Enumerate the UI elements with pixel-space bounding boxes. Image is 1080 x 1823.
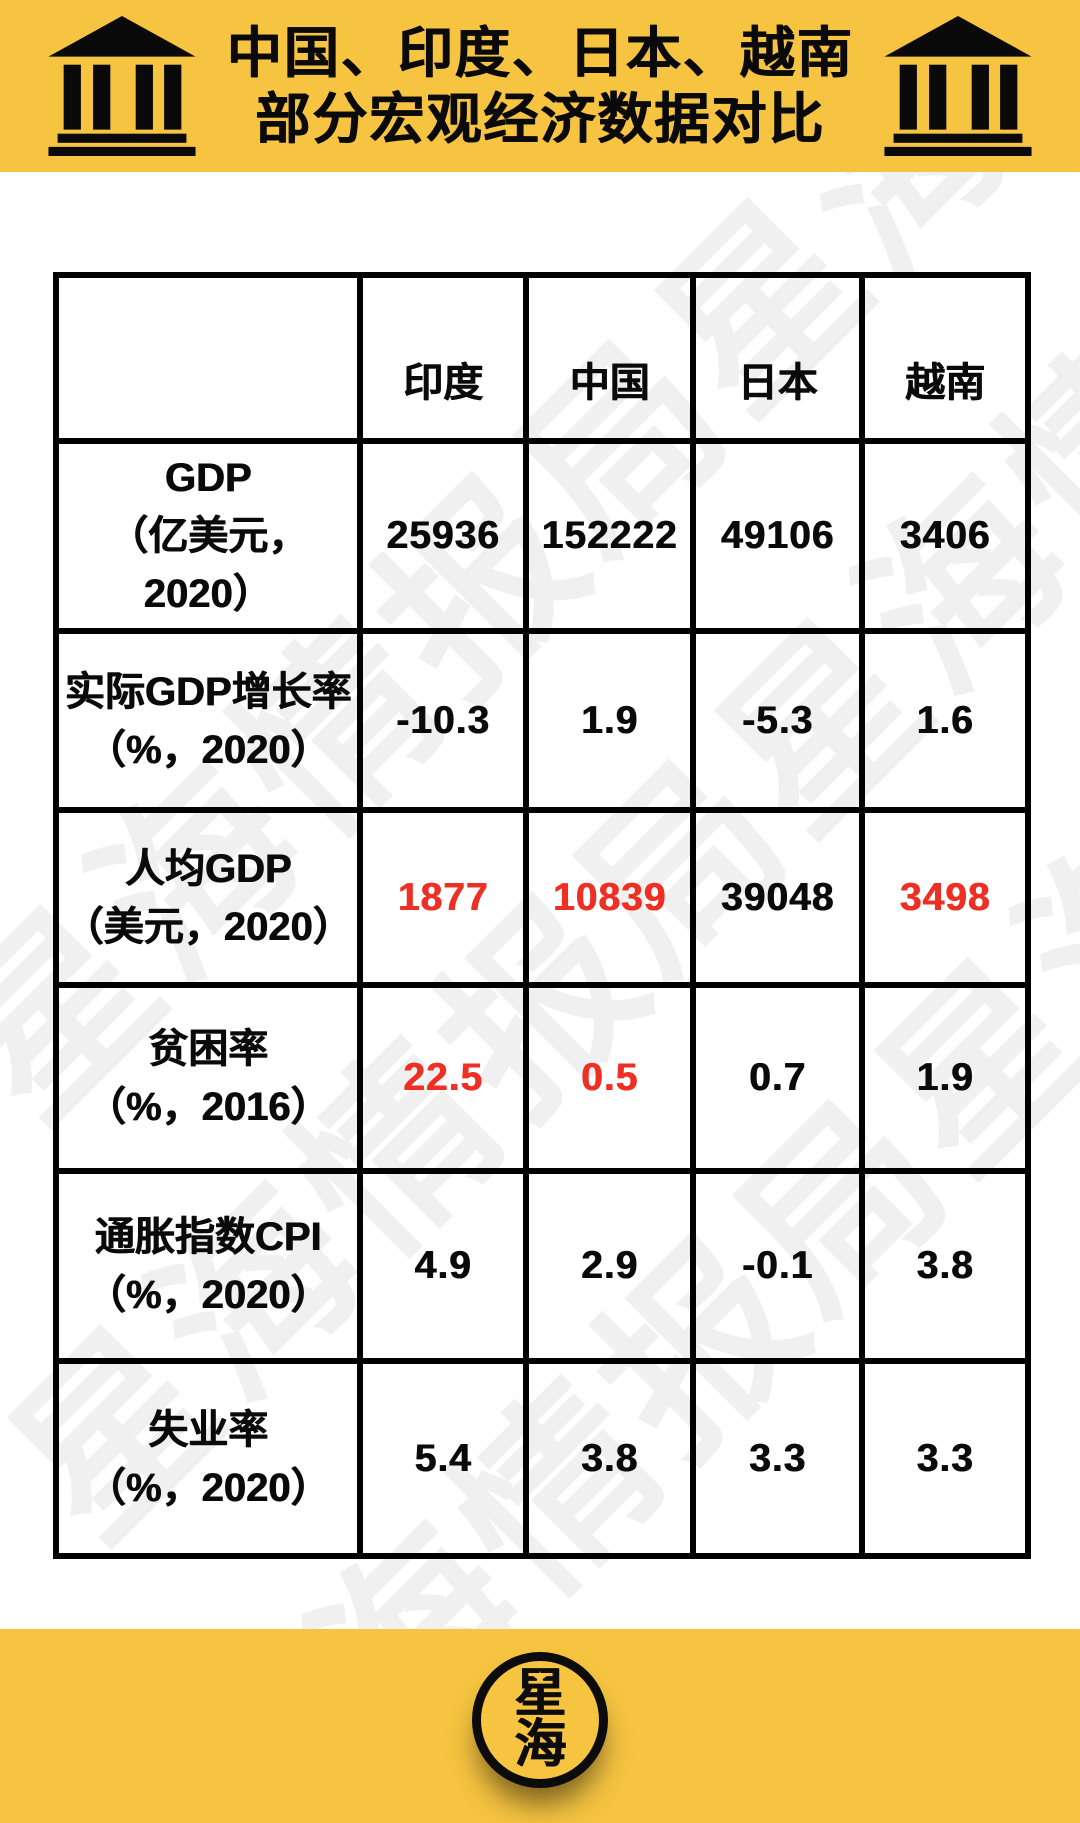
- content-area: 星海情报局星海情报局 星海情报局星海情报局 星海情报局星海情报局 印度 中国 日…: [0, 172, 1080, 1629]
- value-cell: 1.9: [523, 628, 696, 813]
- page-title: 中国、印度、日本、越南 部分宏观经济数据对比: [196, 20, 884, 152]
- col-header-japan: 日本: [690, 272, 865, 444]
- value-cell: 10839: [523, 807, 696, 988]
- value-cell: 5.4: [357, 1358, 529, 1559]
- row-label: 失业率 （%，2020）: [53, 1358, 363, 1559]
- value-cell: 0.7: [690, 982, 865, 1174]
- value-cell: 2.9: [523, 1168, 696, 1364]
- table-row-gdp: GDP （亿美元， 2020） 25936 152222 49106 3406: [53, 438, 1031, 634]
- value-cell: -10.3: [357, 628, 529, 813]
- value-cell: 1.9: [859, 982, 1031, 1174]
- table-row-unemployment: 失业率 （%，2020） 5.4 3.8 3.3 3.3: [53, 1358, 1031, 1559]
- value-cell: 39048: [690, 807, 865, 988]
- col-header-india: 印度: [357, 272, 529, 444]
- value-cell: 22.5: [357, 982, 529, 1174]
- row-label: 人均GDP （美元，2020）: [53, 807, 363, 988]
- value-cell: 152222: [523, 438, 696, 634]
- value-cell: 1.6: [859, 628, 1031, 813]
- logo-char-bottom: 海: [513, 1716, 566, 1774]
- value-cell: 3.3: [690, 1358, 865, 1559]
- comparison-table: 印度 中国 日本 越南 GDP （亿美元， 2020） 25936 152222…: [53, 272, 1031, 1559]
- page-title-line1: 中国、印度、日本、越南: [226, 22, 854, 84]
- row-label: GDP （亿美元， 2020）: [53, 438, 363, 634]
- col-header-china: 中国: [523, 272, 696, 444]
- table-row-real-gdp-growth: 实际GDP增长率 （%，2020） -10.3 1.9 -5.3 1.6: [53, 628, 1031, 813]
- value-cell: 3.8: [523, 1358, 696, 1559]
- page-title-line2: 部分宏观经济数据对比: [254, 88, 825, 150]
- value-cell: -0.1: [690, 1168, 865, 1364]
- bank-icon-right: [884, 16, 1032, 156]
- value-cell: 1877: [357, 807, 529, 988]
- header-band: 中国、印度、日本、越南 部分宏观经济数据对比: [0, 0, 1080, 172]
- table-row-poverty-rate: 贫困率 （%，2016） 22.5 0.5 0.7 1.9: [53, 982, 1031, 1174]
- logo-char-top: 星: [513, 1665, 566, 1724]
- value-cell: 3498: [859, 807, 1031, 988]
- table-row-gdp-per-capita: 人均GDP （美元，2020） 1877 10839 39048 3498: [53, 807, 1031, 988]
- value-cell: 3406: [859, 438, 1031, 634]
- footer-band: ★ 星 海: [0, 1629, 1080, 1823]
- row-label: 通胀指数CPI （%，2020）: [53, 1168, 363, 1364]
- row-label: 贫困率 （%，2016）: [53, 982, 363, 1174]
- value-cell: 0.5: [523, 982, 696, 1174]
- col-header-vietnam: 越南: [859, 272, 1031, 444]
- bank-icon-left: [48, 16, 196, 156]
- xinghai-logo: ★ 星 海: [472, 1652, 608, 1788]
- value-cell: 3.3: [859, 1358, 1031, 1559]
- star-icon: ★: [531, 1668, 549, 1688]
- value-cell: 4.9: [357, 1168, 529, 1364]
- corner-cell: [53, 272, 363, 444]
- table-header-row: 印度 中国 日本 越南: [53, 272, 1031, 444]
- row-label: 实际GDP增长率 （%，2020）: [53, 628, 363, 813]
- value-cell: 3.8: [859, 1168, 1031, 1364]
- value-cell: -5.3: [690, 628, 865, 813]
- value-cell: 25936: [357, 438, 529, 634]
- value-cell: 49106: [690, 438, 865, 634]
- table-row-cpi: 通胀指数CPI （%，2020） 4.9 2.9 -0.1 3.8: [53, 1168, 1031, 1364]
